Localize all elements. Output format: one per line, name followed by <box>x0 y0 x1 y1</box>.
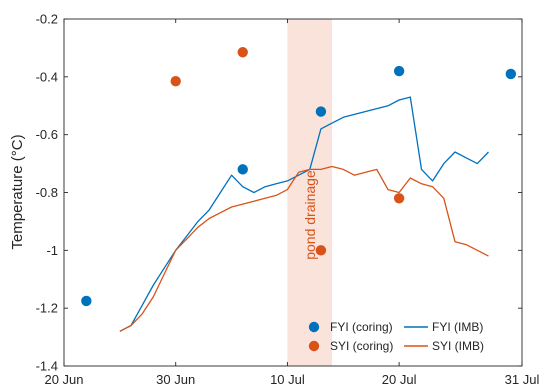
legend-marker-fyi-coring <box>308 321 320 333</box>
legend-label-fyi-coring: FYI (coring) <box>330 320 393 334</box>
syi-coring-point-4 <box>393 193 405 204</box>
legend-label-fyi-imb: FYI (IMB) <box>432 320 483 334</box>
series-line-syi-imb <box>119 165 489 332</box>
fyi-coring-point-1 <box>81 295 92 307</box>
y-tick-label: -1.4 <box>36 359 58 374</box>
syi-coring-point-3 <box>315 245 327 256</box>
series-lines <box>119 96 489 332</box>
tick-labels: -1.4 -1.2 -1 -0.8 -0.6 -0.4 -0.2 20 Jun 30 Jun 10… <box>36 12 540 387</box>
syi-coring-point-1 <box>170 75 181 87</box>
y-tick-label: -1 <box>46 243 58 258</box>
x-tick-label: 20 Jun <box>44 372 83 387</box>
legend-marker-syi-coring <box>308 340 320 352</box>
x-tick-label: 10 Jul <box>270 372 305 387</box>
x-tick-label: 20 Jul <box>382 372 417 387</box>
x-tick-label: 30 Jun <box>156 372 195 387</box>
legend-label-syi-coring: SYI (coring) <box>330 339 393 353</box>
fyi-coring-point-5 <box>505 68 517 80</box>
fyi-coring-point-4 <box>393 65 405 77</box>
syi-coring-point-2 <box>237 47 248 58</box>
fyi-coring-point-3 <box>315 106 327 117</box>
y-tick-label: -0.6 <box>36 127 58 142</box>
series-points <box>81 47 517 307</box>
y-tick-label: -0.2 <box>36 12 58 27</box>
pond-drainage-band <box>287 19 333 366</box>
y-tick-label: -1.2 <box>36 301 58 316</box>
y-tick-label: -0.4 <box>36 69 58 84</box>
legend: FYI (coring) SYI (coring) FYI (IMB) SYI (IM… <box>308 320 484 353</box>
x-tick-label: 31 Jul <box>505 372 540 387</box>
pond-drainage-label: pond drainage <box>302 170 318 260</box>
series-line-fyi-imb <box>119 96 489 332</box>
y-axis-label: Temperature (°C) <box>9 134 26 249</box>
pond-drainage-region <box>287 19 333 366</box>
legend-label-syi-imb: SYI (IMB) <box>432 339 484 353</box>
y-tick-label: -0.8 <box>36 185 58 200</box>
fyi-coring-point-2 <box>237 164 248 175</box>
